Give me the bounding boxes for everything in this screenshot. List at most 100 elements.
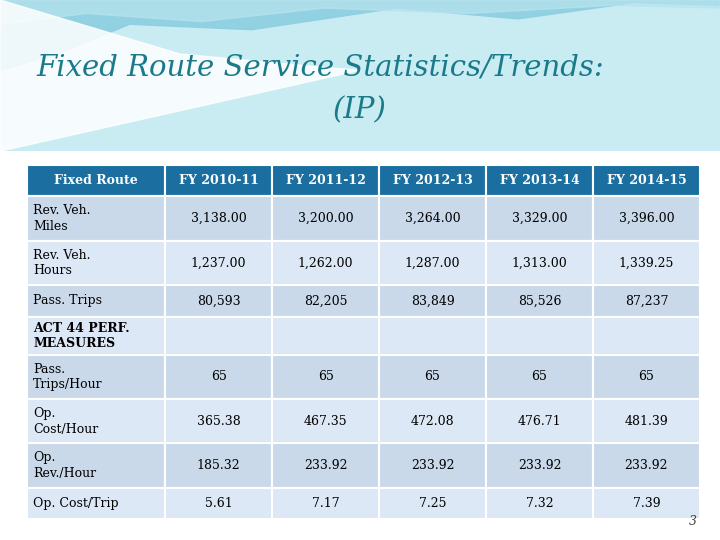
- Bar: [593, 197, 700, 241]
- Bar: [272, 165, 379, 197]
- Bar: [379, 399, 486, 443]
- Bar: [272, 317, 379, 355]
- Text: 467.35: 467.35: [304, 415, 348, 428]
- Text: 3,264.00: 3,264.00: [405, 212, 460, 225]
- Text: 233.92: 233.92: [625, 459, 668, 472]
- Text: Pass.
Trips/Hour: Pass. Trips/Hour: [33, 363, 103, 391]
- Text: 7.32: 7.32: [526, 497, 553, 510]
- Bar: [486, 165, 593, 197]
- Bar: [486, 197, 593, 241]
- Text: 7.17: 7.17: [312, 497, 339, 510]
- Bar: [165, 241, 272, 285]
- Bar: [27, 443, 165, 488]
- Bar: [165, 399, 272, 443]
- Text: Op.
Cost/Hour: Op. Cost/Hour: [33, 407, 99, 436]
- Bar: [486, 317, 593, 355]
- Bar: [593, 443, 700, 488]
- Text: 185.32: 185.32: [197, 459, 240, 472]
- Bar: [486, 241, 593, 285]
- Bar: [379, 241, 486, 285]
- Polygon shape: [0, 0, 720, 70]
- Bar: [593, 488, 700, 519]
- Text: Pass. Trips: Pass. Trips: [33, 294, 102, 307]
- Text: Op.
Rev./Hour: Op. Rev./Hour: [33, 451, 96, 480]
- Bar: [593, 241, 700, 285]
- Bar: [272, 399, 379, 443]
- Text: 80,593: 80,593: [197, 294, 240, 307]
- Text: 87,237: 87,237: [625, 294, 668, 307]
- Bar: [27, 488, 165, 519]
- Bar: [272, 241, 379, 285]
- Bar: [486, 488, 593, 519]
- Bar: [272, 197, 379, 241]
- Bar: [379, 285, 486, 317]
- Text: (IP): (IP): [333, 97, 387, 125]
- Bar: [379, 317, 486, 355]
- Bar: [27, 241, 165, 285]
- Bar: [0, 0, 720, 151]
- Bar: [165, 488, 272, 519]
- Text: 65: 65: [425, 370, 441, 383]
- Text: 1,339.25: 1,339.25: [618, 256, 674, 269]
- Bar: [165, 165, 272, 197]
- Text: 3: 3: [689, 515, 697, 528]
- Bar: [272, 355, 379, 399]
- Text: 85,526: 85,526: [518, 294, 561, 307]
- Text: Fixed Route Service Statistics/Trends:: Fixed Route Service Statistics/Trends:: [36, 53, 604, 82]
- Bar: [27, 197, 165, 241]
- Bar: [27, 399, 165, 443]
- Text: 83,849: 83,849: [410, 294, 454, 307]
- Text: FY 2010-11: FY 2010-11: [179, 174, 258, 187]
- Text: FY 2013-14: FY 2013-14: [500, 174, 580, 187]
- Bar: [379, 197, 486, 241]
- Bar: [165, 317, 272, 355]
- Text: Rev. Veh.
Miles: Rev. Veh. Miles: [33, 204, 91, 233]
- Text: 233.92: 233.92: [411, 459, 454, 472]
- Text: FY 2014-15: FY 2014-15: [606, 174, 686, 187]
- Bar: [27, 355, 165, 399]
- Text: 476.71: 476.71: [518, 415, 562, 428]
- Text: 3,329.00: 3,329.00: [512, 212, 567, 225]
- Text: 481.39: 481.39: [624, 415, 668, 428]
- Bar: [486, 443, 593, 488]
- Text: 3,396.00: 3,396.00: [618, 212, 674, 225]
- Text: 65: 65: [318, 370, 333, 383]
- Polygon shape: [0, 0, 360, 151]
- Bar: [593, 317, 700, 355]
- Text: 65: 65: [531, 370, 547, 383]
- Bar: [272, 443, 379, 488]
- Bar: [486, 285, 593, 317]
- Text: Op. Cost/Trip: Op. Cost/Trip: [33, 497, 119, 510]
- Bar: [27, 285, 165, 317]
- Bar: [165, 355, 272, 399]
- Bar: [165, 285, 272, 317]
- Text: ACT 44 PERF.
MEASURES: ACT 44 PERF. MEASURES: [33, 321, 130, 350]
- Text: 5.61: 5.61: [204, 497, 233, 510]
- Bar: [27, 317, 165, 355]
- Text: 65: 65: [211, 370, 227, 383]
- Text: Fixed Route: Fixed Route: [55, 174, 138, 187]
- Text: 1,287.00: 1,287.00: [405, 256, 460, 269]
- Bar: [379, 488, 486, 519]
- Bar: [486, 355, 593, 399]
- Bar: [272, 285, 379, 317]
- Text: 7.39: 7.39: [633, 497, 660, 510]
- Bar: [593, 165, 700, 197]
- Bar: [27, 165, 165, 197]
- Bar: [165, 197, 272, 241]
- Text: 1,237.00: 1,237.00: [191, 256, 246, 269]
- Text: 365.38: 365.38: [197, 415, 240, 428]
- Bar: [379, 165, 486, 197]
- Text: 233.92: 233.92: [304, 459, 347, 472]
- Text: 233.92: 233.92: [518, 459, 561, 472]
- Text: 3,138.00: 3,138.00: [191, 212, 246, 225]
- Text: FY 2011-12: FY 2011-12: [286, 174, 366, 187]
- Bar: [379, 443, 486, 488]
- Bar: [272, 488, 379, 519]
- Text: 472.08: 472.08: [410, 415, 454, 428]
- Bar: [165, 443, 272, 488]
- Text: 82,205: 82,205: [304, 294, 347, 307]
- Bar: [593, 285, 700, 317]
- Text: FY 2012-13: FY 2012-13: [392, 174, 472, 187]
- Text: 7.25: 7.25: [419, 497, 446, 510]
